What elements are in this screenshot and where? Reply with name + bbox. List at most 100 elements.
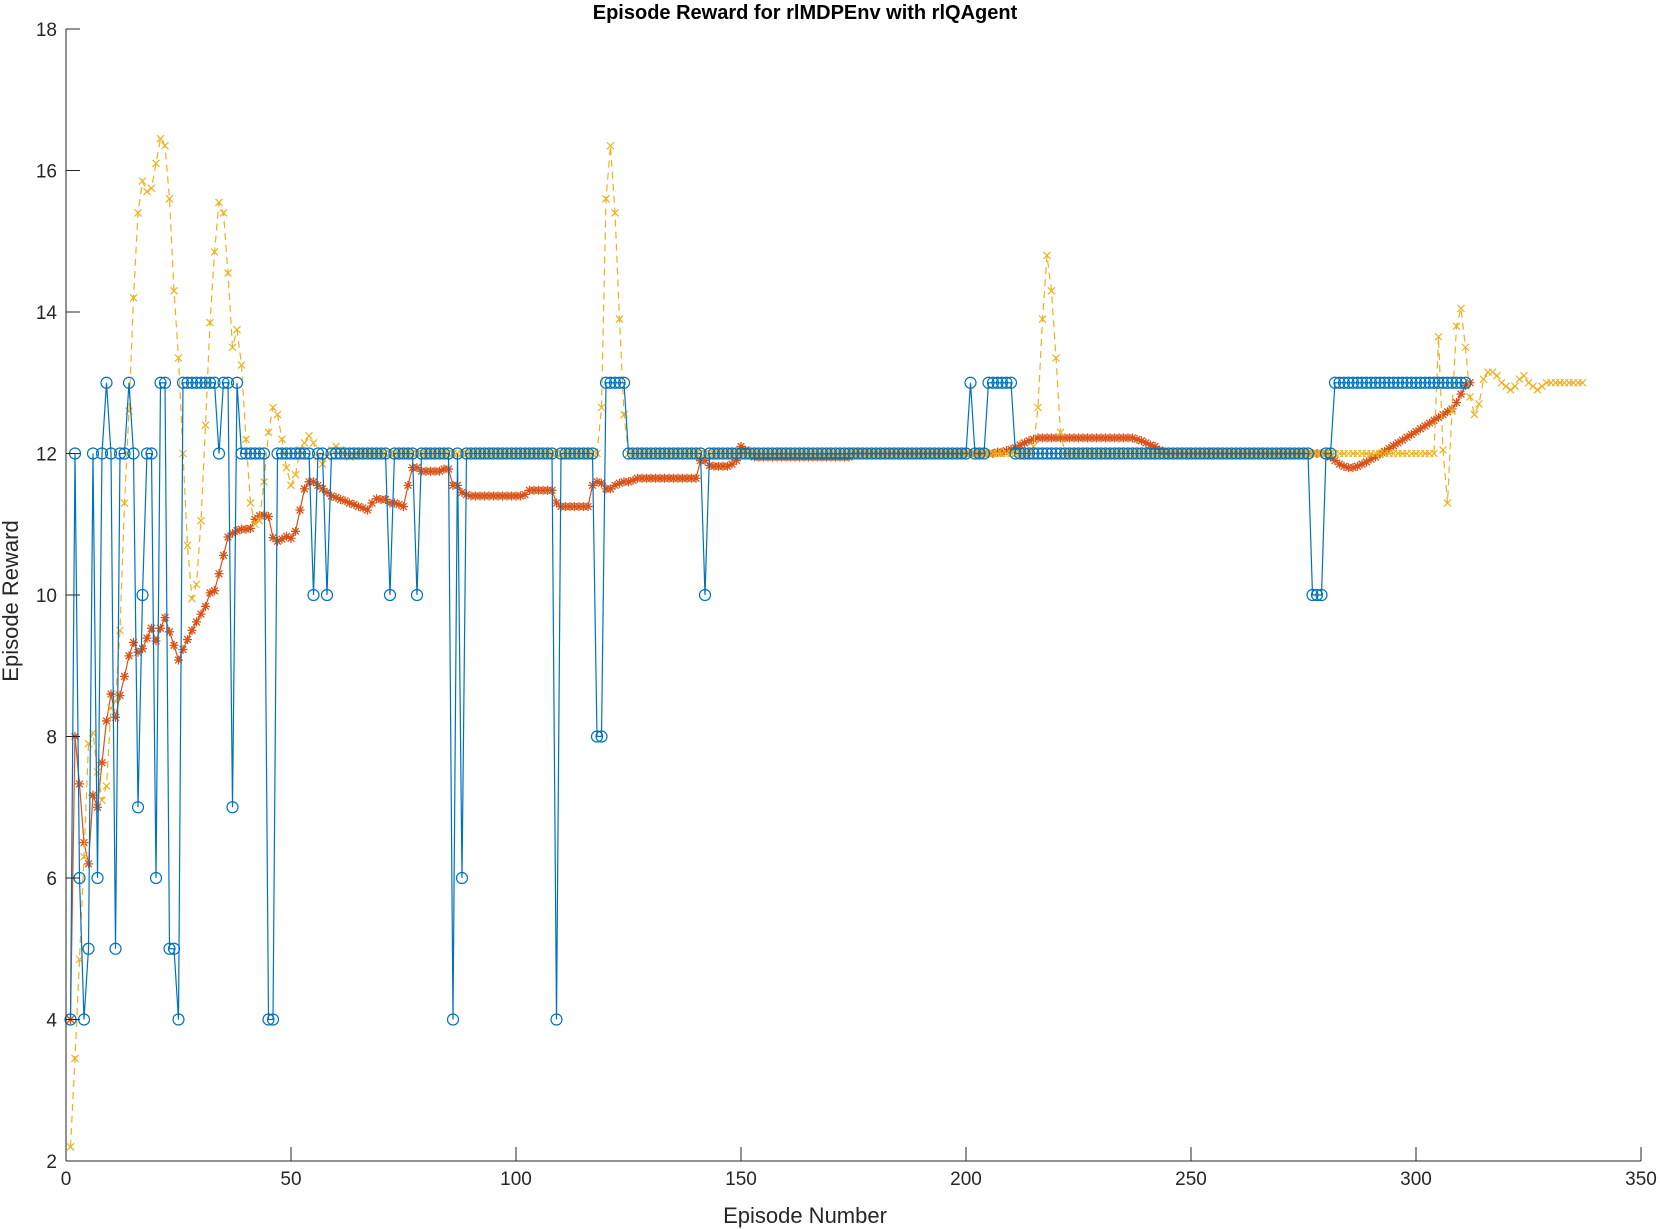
data-point [1396, 376, 1409, 389]
data-point [1319, 447, 1333, 460]
data-point [338, 447, 352, 460]
data-point [559, 447, 572, 460]
data-point [350, 450, 358, 459]
data-point [597, 478, 606, 488]
data-point [232, 526, 242, 536]
data-point [689, 447, 703, 460]
data-point [1445, 376, 1459, 389]
data-point [1434, 332, 1443, 341]
data-point [676, 447, 689, 460]
data-point [80, 852, 88, 861]
data-point [291, 526, 300, 536]
data-point [1049, 447, 1063, 460]
data-point [379, 447, 392, 460]
data-point [991, 376, 1004, 389]
data-point [316, 447, 329, 460]
data-point [437, 447, 451, 460]
data-point [1441, 376, 1454, 389]
data-point [550, 1013, 563, 1026]
x-tick-label: 350 [1625, 1169, 1657, 1190]
data-point [851, 447, 865, 460]
data-point [1234, 447, 1247, 460]
data-point [1366, 454, 1376, 464]
data-point [1162, 447, 1175, 460]
data-point [291, 470, 300, 479]
data-point [264, 511, 273, 521]
data-point [374, 447, 388, 460]
data-point [248, 447, 262, 460]
data-point [237, 361, 246, 369]
data-point [1470, 410, 1479, 419]
data-point [1351, 376, 1364, 389]
data-point [1270, 447, 1283, 460]
data-point [442, 447, 455, 460]
chart-title: Episode Reward for rlMDPEnv with rlQAgen… [593, 2, 1018, 24]
data-point [568, 447, 581, 460]
data-point [1538, 382, 1546, 391]
data-point [88, 790, 98, 800]
data-point [662, 447, 676, 460]
data-point [1420, 421, 1430, 431]
axes: 0 50 100 150 200 250 300 350 2 4 6 8 10 12 14 16 18 [36, 20, 1657, 1190]
data-point [133, 647, 143, 657]
data-point [1306, 588, 1319, 602]
data-point [174, 354, 183, 362]
data-point [595, 730, 608, 743]
data-point [91, 871, 104, 885]
data-point [464, 447, 478, 460]
data-point [1348, 463, 1358, 473]
data-point [527, 447, 541, 460]
data-point [167, 942, 181, 955]
data-point [698, 588, 712, 602]
data-point [1457, 304, 1465, 313]
data-point [1216, 447, 1229, 460]
y-axis-label: Episode Reward [0, 520, 23, 681]
data-point [192, 617, 201, 627]
data-point [1018, 447, 1031, 460]
data-point [1108, 447, 1121, 460]
data-point [734, 447, 748, 460]
data-point [282, 463, 291, 472]
data-point [311, 447, 325, 460]
data-point [343, 447, 356, 460]
data-point [275, 447, 289, 460]
data-point [1024, 436, 1034, 446]
data-point [1052, 354, 1060, 362]
data-point [1439, 446, 1447, 454]
data-point [1443, 407, 1452, 417]
data-point [1054, 447, 1067, 460]
data-point [937, 447, 950, 460]
data-point [257, 447, 271, 460]
data-point [138, 644, 147, 654]
data-point [1076, 447, 1090, 460]
data-point [1029, 434, 1038, 444]
data-point [286, 533, 296, 543]
y-tick-label: 2 [46, 1152, 57, 1173]
data-point [1346, 376, 1360, 389]
data-point [847, 447, 860, 460]
data-point [111, 712, 120, 722]
data-point [102, 782, 111, 790]
data-point [1452, 322, 1461, 331]
data-point [865, 447, 878, 460]
data-point [244, 447, 257, 460]
data-point [1009, 447, 1022, 460]
data-point [82, 942, 95, 955]
data-point [147, 184, 156, 193]
data-point [127, 447, 140, 460]
data-point [1193, 447, 1207, 460]
data-point [838, 447, 851, 460]
data-point [1159, 447, 1169, 457]
data-point [136, 588, 149, 602]
data-point [433, 447, 446, 460]
data-point [1502, 382, 1510, 391]
data-point [779, 447, 793, 460]
data-point [1247, 447, 1261, 460]
data-point [1132, 434, 1142, 444]
data-point [536, 447, 550, 460]
data-point [394, 499, 404, 509]
data-point [1436, 376, 1450, 389]
data-point [883, 447, 896, 460]
data-point [615, 478, 624, 488]
